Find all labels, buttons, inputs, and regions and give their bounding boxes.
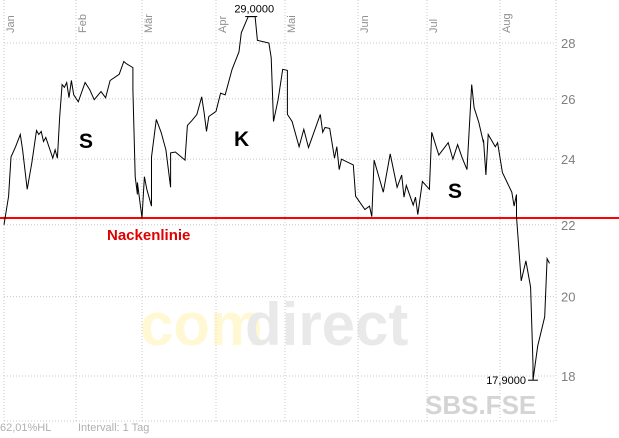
x-tick-label: Jul <box>428 19 440 33</box>
y-tick-label: 28 <box>561 36 575 51</box>
symbol-watermark: SBS.FSE <box>425 390 536 420</box>
range-text: 62,01%HL <box>0 422 51 434</box>
interval-text: Intervall: 1 Tag <box>78 422 149 434</box>
y-tick-label: 24 <box>561 152 575 167</box>
watermark-logo-direct: direct <box>245 291 408 358</box>
left-shoulder-label: S <box>79 130 93 153</box>
x-tick-label: Jun <box>359 15 371 33</box>
y-tick-label: 20 <box>561 290 575 305</box>
min-label: 17,9000 <box>486 375 526 387</box>
max-label: 29,0000 <box>234 4 274 16</box>
axis-ticks: 18 20 22 24 26 28 Jan Feb Mär Apr Mai Jun Jul Aug <box>5 13 575 384</box>
x-tick-label: Aug <box>501 13 513 33</box>
x-tick-label: Feb <box>77 14 89 33</box>
extreme-markers: 29,0000 17,9000 <box>234 4 538 387</box>
head-label: K <box>234 128 249 151</box>
x-tick-label: Mai <box>286 15 298 33</box>
grid <box>3 0 557 422</box>
x-tick-label: Mär <box>143 14 155 33</box>
x-tick-label: Jan <box>5 15 17 33</box>
x-tick-label: Apr <box>217 16 229 33</box>
right-shoulder-label: S <box>448 180 462 203</box>
y-tick-label: 18 <box>561 369 575 384</box>
price-line <box>3 16 550 381</box>
y-tick-label: 26 <box>561 92 575 107</box>
watermark-logo-com: com <box>140 291 263 358</box>
y-tick-label: 22 <box>561 218 575 233</box>
neckline-label: Nackenlinie <box>107 227 190 244</box>
watermark-logo: com direct <box>140 291 408 358</box>
